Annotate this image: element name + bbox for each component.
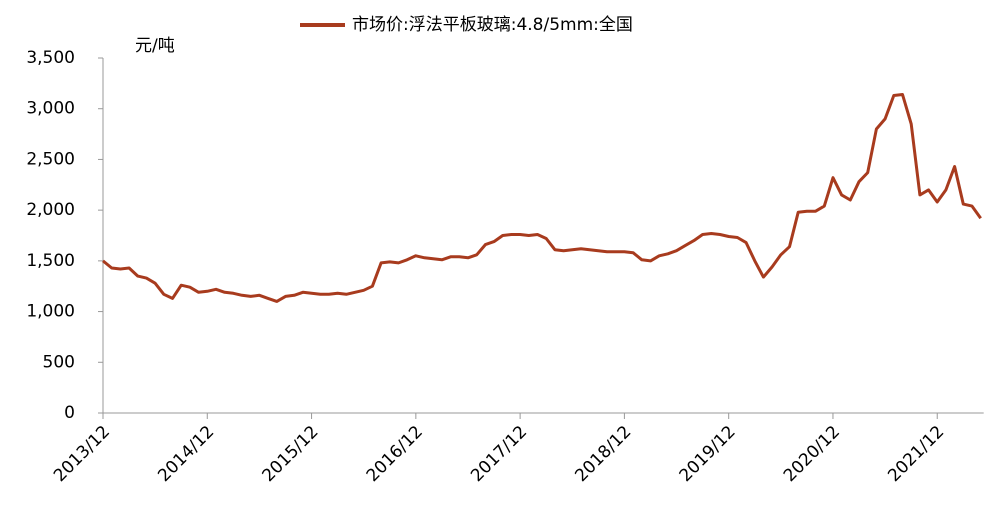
- y-tick-label: 1,000: [26, 302, 75, 322]
- y-tick-label: 0: [64, 403, 75, 423]
- y-tick-label: 1,500: [26, 251, 75, 271]
- x-tick-label: 2019/12: [676, 422, 740, 486]
- x-tick-label: 2021/12: [884, 422, 948, 486]
- x-tick-label: 2017/12: [467, 422, 531, 486]
- x-tick-label: 2018/12: [571, 422, 635, 486]
- y-tick-label: 3,000: [26, 99, 75, 119]
- y-tick-label: 3,500: [26, 48, 75, 68]
- x-tick-label: 2015/12: [259, 422, 323, 486]
- x-tick-label: 2013/12: [50, 422, 114, 486]
- x-tick-label: 2016/12: [363, 422, 427, 486]
- line-series: [102, 93, 982, 303]
- y-tick-label: 2,000: [26, 200, 75, 220]
- y-tick-label: 500: [43, 352, 75, 372]
- y-tick-label: 2,500: [26, 149, 75, 169]
- y-axis-label: 元/吨: [135, 36, 175, 56]
- x-tick-label: 2020/12: [780, 422, 844, 486]
- x-tick-label: 2014/12: [154, 422, 218, 486]
- legend-label: 市场价:浮法平板玻璃:4.8/5mm:全国: [352, 15, 633, 35]
